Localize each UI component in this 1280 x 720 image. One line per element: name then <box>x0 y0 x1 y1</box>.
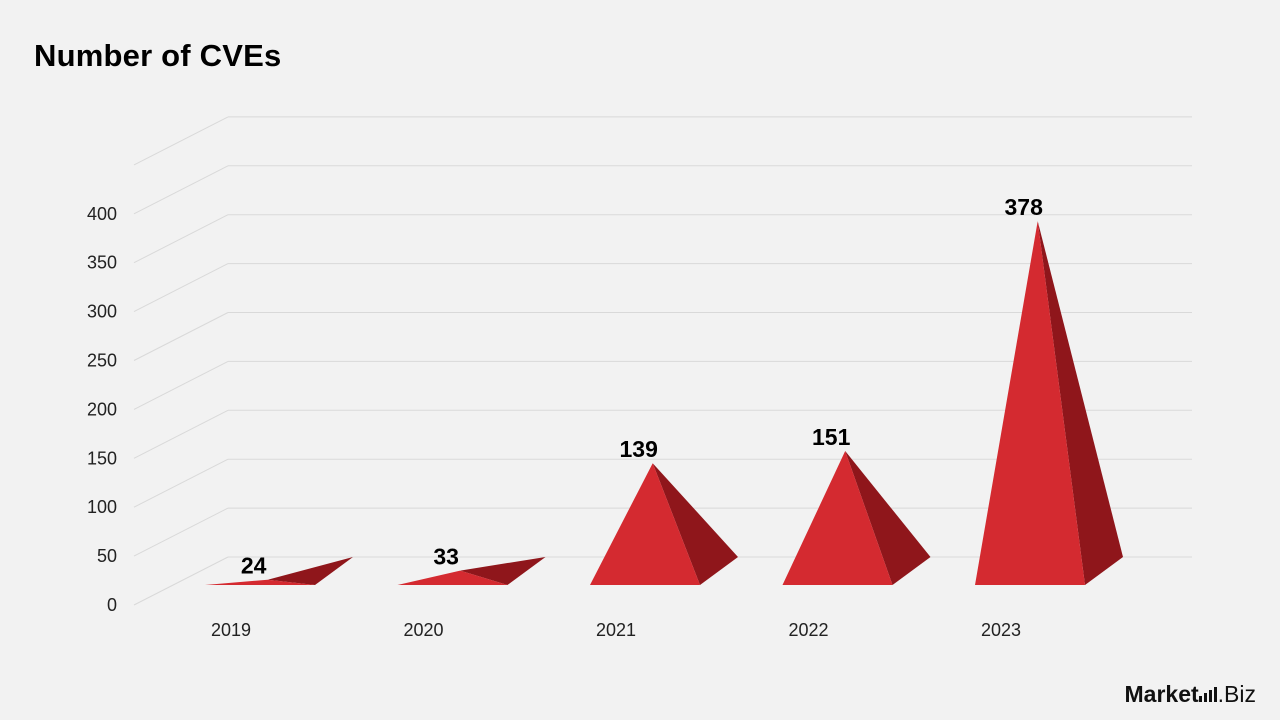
bar-2022 <box>782 451 931 585</box>
data-labels: 24 33 139 151 378 <box>241 194 1043 579</box>
grid-line <box>133 116 1192 166</box>
bar-side-face <box>267 557 353 585</box>
bar-side-face <box>1037 221 1123 585</box>
bar-front-face <box>590 463 700 585</box>
signal-bars-icon <box>1198 687 1217 702</box>
x-axis-ticks: 2019 2020 2021 2022 2023 <box>211 620 1021 640</box>
grid-line <box>133 214 1192 264</box>
x-tick-label: 2019 <box>211 620 251 640</box>
bar-front-face <box>205 579 315 585</box>
bar-side-face <box>845 451 931 585</box>
bar-front-face <box>397 570 508 585</box>
chart-title: Number of CVEs <box>34 38 282 73</box>
x-tick-label: 2022 <box>788 620 828 640</box>
data-label: 151 <box>812 424 851 450</box>
bar-layer <box>205 221 1123 585</box>
data-label: 378 <box>1005 194 1044 220</box>
bar-front-face <box>975 221 1085 585</box>
bar-2020 <box>397 557 546 585</box>
y-tick-label: 250 <box>87 351 117 371</box>
brand-name-regular: .Biz <box>1217 681 1256 707</box>
y-tick-label: 50 <box>97 546 117 566</box>
y-tick-label: 350 <box>87 253 117 273</box>
data-label: 139 <box>620 436 658 462</box>
x-tick-label: 2020 <box>403 620 443 640</box>
bar-front-face <box>782 451 893 585</box>
data-label: 33 <box>433 544 459 570</box>
brand-logo: Market .Biz <box>1125 683 1257 706</box>
bar-side-face <box>460 557 546 585</box>
bar-2023 <box>975 221 1123 585</box>
bar-side-face <box>652 463 738 585</box>
y-axis-ticks: 0 50 100 150 200 250 300 350 400 <box>87 204 117 615</box>
y-tick-label: 300 <box>87 302 117 322</box>
bar-2019 <box>205 557 353 585</box>
x-tick-label: 2021 <box>596 620 636 640</box>
y-tick-label: 400 <box>87 204 117 224</box>
y-tick-label: 100 <box>87 497 117 517</box>
grid-line <box>133 165 1192 215</box>
x-tick-label: 2023 <box>981 620 1021 640</box>
brand-name-bold: Market <box>1124 681 1199 707</box>
bar-2021 <box>590 463 738 585</box>
y-tick-label: 200 <box>87 399 117 419</box>
data-label: 24 <box>241 553 267 579</box>
y-tick-label: 0 <box>107 595 117 615</box>
y-tick-label: 150 <box>87 448 117 468</box>
